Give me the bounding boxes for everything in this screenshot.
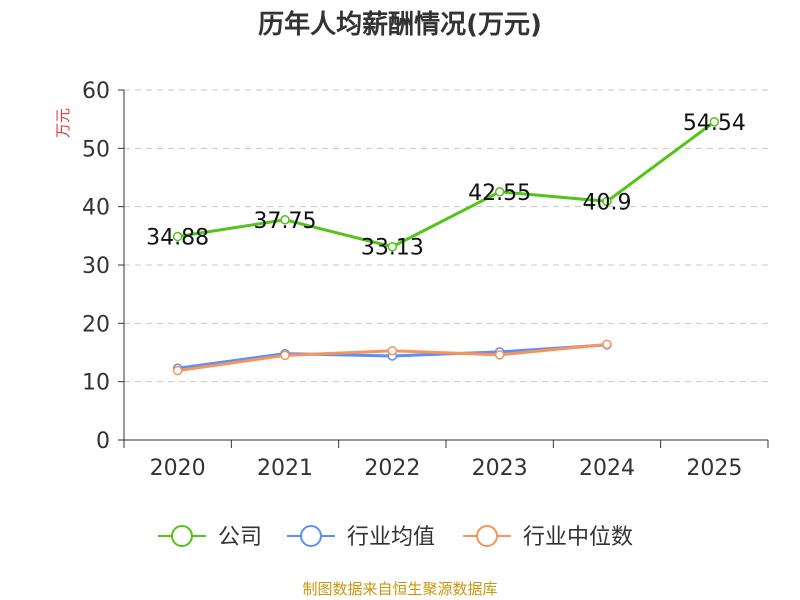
x-tick-label: 2023 <box>472 456 528 481</box>
y-tick-label: 50 <box>82 137 110 162</box>
y-tick-label: 30 <box>82 254 110 279</box>
grid-lines <box>124 89 768 383</box>
x-tick-label: 2021 <box>257 456 313 481</box>
data-point <box>709 117 720 127</box>
legend-label: 公司 <box>218 525 262 550</box>
data-point <box>172 365 183 376</box>
data-point <box>387 346 398 356</box>
data-point <box>602 196 612 207</box>
legend-swatch-marker <box>476 525 498 547</box>
data-point <box>280 350 290 361</box>
data-label: 37.75 <box>254 209 317 234</box>
data-labels: 34.88 37.75 33.13 42.55 40.9 54.54 <box>146 111 746 261</box>
data-label: 33.13 <box>361 236 424 261</box>
data-label: 54.54 <box>683 111 746 136</box>
source-note: 制图数据来自恒生聚源数据库 <box>302 580 497 598</box>
y-tick-label: 0 <box>96 429 110 454</box>
data-label: 42.55 <box>468 181 531 206</box>
legend-label: 行业中位数 <box>523 525 633 550</box>
y-tick-label: 60 <box>82 79 110 104</box>
series-lines <box>172 117 720 376</box>
y-tick-label: 20 <box>82 312 110 337</box>
y-axis-unit-label: 万元 <box>54 108 72 138</box>
y-tick-label: 40 <box>82 196 110 221</box>
legend-swatch-marker <box>300 525 322 547</box>
data-point <box>172 231 183 242</box>
x-tick-label: 2024 <box>579 456 635 481</box>
data-point <box>494 350 505 360</box>
x-tick-label: 2025 <box>686 456 742 481</box>
series-line <box>177 120 716 249</box>
data-label: 34.88 <box>146 226 209 251</box>
chart-title: 历年人均薪酬情况(万元) <box>258 9 542 40</box>
y-tick-label: 10 <box>82 371 110 396</box>
data-point <box>387 241 398 252</box>
data-point <box>602 339 612 350</box>
legend: 公司 行业均值 行业中位数 <box>158 525 633 550</box>
x-tick-label: 2020 <box>150 456 206 481</box>
x-tick-label: 2022 <box>364 456 420 481</box>
data-point <box>494 187 505 197</box>
data-label: 40.9 <box>583 190 632 215</box>
data-point <box>280 215 290 225</box>
axes: 0 10 20 30 40 50 60 2020 2021 2022 2023 2024 2025 <box>82 79 769 481</box>
legend-label: 行业均值 <box>347 525 435 550</box>
legend-swatch-marker <box>171 525 193 547</box>
